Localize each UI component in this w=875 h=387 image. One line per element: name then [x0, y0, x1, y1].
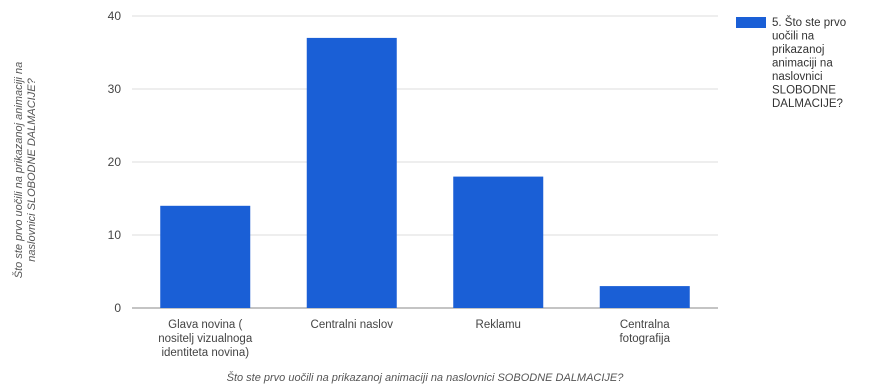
x-tick-label: Centralni naslov: [311, 319, 394, 331]
x-axis-title: Što ste prvo uočili na prikazanoj animac…: [227, 371, 625, 384]
legend-label: 5. Što ste prvo uočili na prikazanoj animac…: [772, 16, 846, 110]
x-tick-label: Centralna fotografija: [619, 319, 670, 345]
y-axis-title: Što ste prvo uočili na prikazanoj animac…: [12, 62, 38, 278]
y-tick-label: 40: [108, 9, 122, 23]
bar: [160, 205, 251, 308]
y-tick-label: 20: [108, 155, 122, 169]
x-tick-label: Reklamu: [476, 319, 521, 331]
bar: [306, 37, 397, 309]
y-tick-labels: 0 10 20 30 40: [108, 9, 122, 315]
bar: [599, 286, 690, 308]
y-tick-label: 10: [108, 228, 122, 242]
x-tick-label: Glava novina (nositelj vizualnoga identit…: [158, 319, 253, 359]
bars: [160, 37, 690, 309]
legend-swatch: [736, 17, 766, 28]
y-tick-label: 0: [114, 301, 121, 315]
bar: [453, 176, 544, 308]
y-tick-label: 30: [108, 82, 122, 96]
x-tick-labels: Glava novina (nositelj vizualnoga identit…: [158, 319, 670, 359]
legend: 5. Što ste prvo uočili na prikazanoj animac…: [736, 16, 846, 110]
